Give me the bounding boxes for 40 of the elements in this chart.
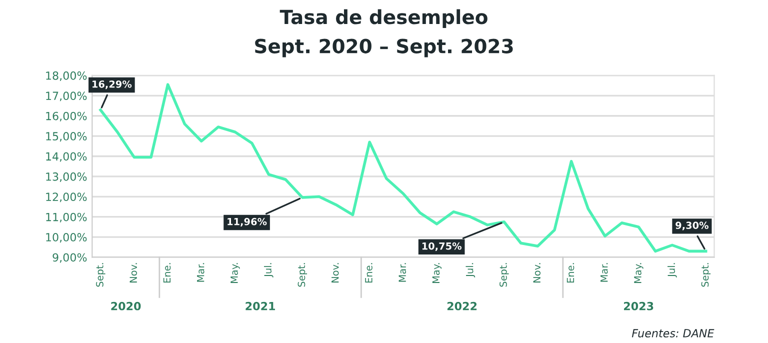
x-tick-label: Mar. xyxy=(197,263,204,282)
x-tick-label: Jul. xyxy=(466,263,476,278)
text: 2023 xyxy=(624,302,654,310)
x-tick-label: Jul. xyxy=(264,263,274,278)
x-tick-label: Jul. xyxy=(668,263,677,278)
x-tick-label: Sept. xyxy=(500,263,509,287)
y-tick-label: 15,00% xyxy=(46,132,87,142)
chart-title: Tasa de desempleo xyxy=(280,9,488,28)
x-tick-label: Mar. xyxy=(600,263,608,282)
x-tick-label: Sept. xyxy=(701,263,711,287)
data-label: 16,29% xyxy=(92,80,132,90)
y-tick-label: 10,00% xyxy=(46,233,87,243)
text: 2021 xyxy=(246,302,275,310)
x-tick-label: May. xyxy=(230,263,240,283)
data-label: 10,75% xyxy=(422,242,462,251)
x-tick-label: Ene. xyxy=(566,263,574,283)
y-tick-label: 18,00% xyxy=(46,71,87,81)
y-tick-label: 11,00% xyxy=(46,212,87,222)
x-tick-label: Nov. xyxy=(130,263,138,282)
y-tick-label: 16,00% xyxy=(46,112,87,122)
x-tick-label: Sept. xyxy=(298,263,308,287)
x-tick-label: May. xyxy=(634,263,644,283)
text: 2022 xyxy=(447,302,477,310)
x-tick-label: Ene. xyxy=(163,263,171,283)
x-tick-label: May. xyxy=(432,263,442,283)
x-tick-label: Nov. xyxy=(332,263,339,282)
source-note: Fuentes: DANE xyxy=(632,329,714,338)
y-tick-label: 14,00% xyxy=(46,152,87,162)
x-tick-label: Nov. xyxy=(533,263,541,282)
y-tick-label: 17,00% xyxy=(46,92,87,102)
y-tick-label: 13,00% xyxy=(46,172,87,182)
x-tick-label: Ene. xyxy=(365,263,372,283)
x-tick-label: Mar. xyxy=(398,263,406,282)
x-tick-label: Sept. xyxy=(96,263,106,287)
y-tick-label: 9,00% xyxy=(52,253,87,263)
y-tick-label: 12,00% xyxy=(46,192,87,202)
text: 2020 xyxy=(111,302,141,310)
data-label: 9,30% xyxy=(676,222,708,230)
data-label: 11,96% xyxy=(228,218,267,227)
chart-subtitle: Sept. 2020 – Sept. 2023 xyxy=(255,38,513,58)
